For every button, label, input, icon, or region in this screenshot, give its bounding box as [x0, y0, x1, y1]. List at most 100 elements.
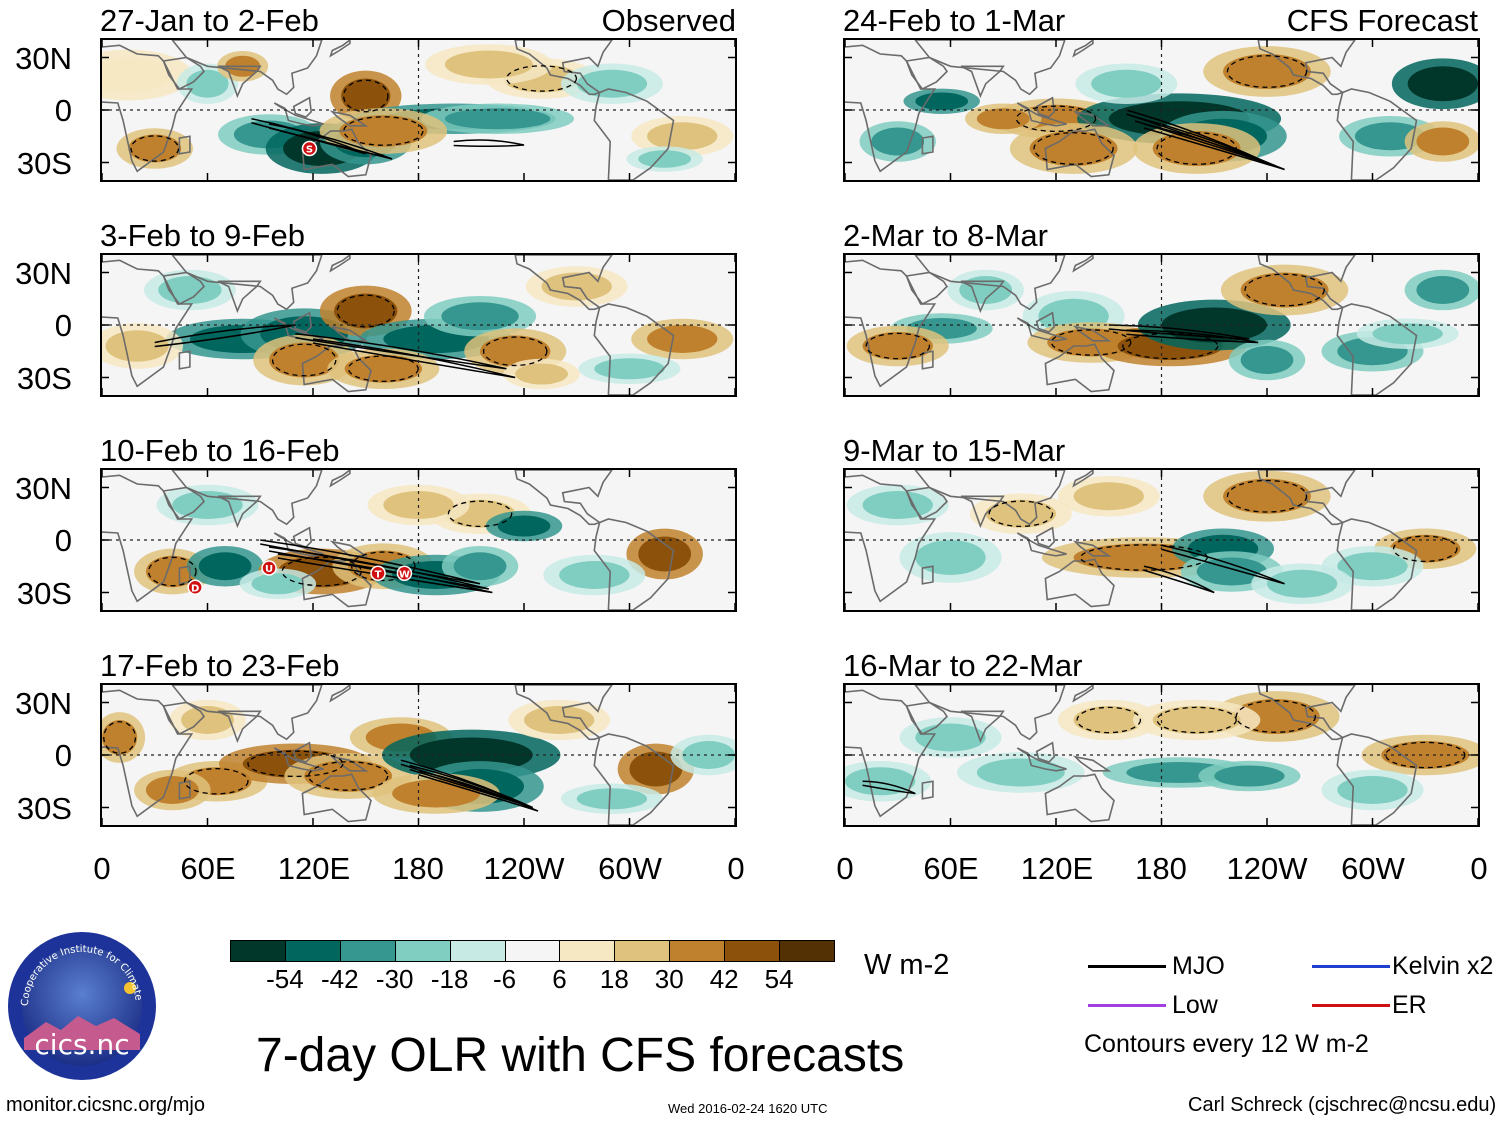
- coastline: [1336, 518, 1418, 610]
- coastline: [217, 710, 262, 744]
- colorbar-cell: [449, 940, 506, 962]
- olr-anomaly-blob: [647, 325, 718, 353]
- olr-anomaly-blob: [1152, 131, 1241, 166]
- panel-title-right-0: 24-Feb to 1-Mar: [843, 3, 1066, 38]
- coastline: [1035, 741, 1056, 763]
- olr-anomaly-blob: [915, 540, 986, 575]
- olr-anomaly-blob: [985, 499, 1056, 528]
- colorbar-cell: [614, 940, 671, 962]
- mjo-contour: [1126, 329, 1259, 344]
- coastline: [301, 343, 372, 393]
- mjo-contour-dashed: [147, 556, 197, 587]
- coastline: [1044, 128, 1115, 178]
- olr-anomaly-blob: [1223, 54, 1311, 89]
- olr-anomaly-blob: [102, 720, 138, 755]
- olr-anomaly-blob: [576, 69, 648, 98]
- storm-marker-letter: S: [306, 145, 313, 156]
- olr-anomaly-blob: [158, 276, 222, 304]
- ytick-0: 0: [54, 738, 72, 773]
- coastline: [171, 685, 323, 741]
- colorbar-cell: [669, 940, 726, 962]
- olr-map-forecast-3: [843, 468, 1480, 612]
- ytick-0: 0: [54, 308, 72, 343]
- coastline: [1336, 88, 1418, 180]
- main-title: 7-day OLR with CFS forecasts: [256, 1029, 905, 1082]
- coastline: [1044, 773, 1115, 823]
- panel-title-right-2: 9-Mar to 15-Mar: [843, 433, 1066, 468]
- olr-anomaly-blob: [862, 332, 933, 360]
- coastline: [960, 65, 1005, 99]
- panel-title-left-0: 27-Jan to 2-Feb: [100, 3, 319, 38]
- olr-anomaly-blob: [172, 491, 243, 519]
- panel-title-left-2: 10-Feb to 16-Feb: [100, 433, 340, 468]
- olr-anomaly-blob: [344, 354, 423, 383]
- mjo-contour-dashed: [1235, 700, 1317, 733]
- coastline: [329, 325, 369, 342]
- mjo-contour-dashed: [1244, 273, 1325, 307]
- coastline: [102, 44, 194, 173]
- olr-anomaly-blob: [251, 573, 305, 595]
- coastline: [329, 470, 351, 488]
- colorbar-cell: [230, 940, 286, 962]
- olr-map-observed-4: [100, 683, 737, 827]
- ytick-30s: 30S: [16, 361, 72, 396]
- coastline: [1336, 303, 1418, 395]
- olr-map-forecast-1: [843, 38, 1480, 182]
- olr-anomaly-blob: [682, 741, 735, 769]
- coastline: [292, 96, 313, 118]
- panel-title-left-3: 17-Feb to 23-Feb: [100, 648, 340, 683]
- coastline: [914, 40, 1066, 96]
- olr-anomaly-blob: [629, 751, 683, 787]
- olr-anomaly-blob: [334, 293, 398, 329]
- coastline: [1336, 733, 1418, 825]
- coastline: [845, 44, 937, 173]
- coastline: [171, 255, 323, 311]
- coastline: [1072, 255, 1094, 273]
- mjo-contour-dashed: [1226, 55, 1308, 88]
- coastline: [593, 733, 675, 825]
- coastline: [1072, 540, 1112, 557]
- storm-marker: U: [261, 560, 277, 576]
- coastline: [217, 495, 262, 529]
- coastline: [178, 135, 191, 155]
- mjo-contour: [1108, 324, 1250, 340]
- coastline: [914, 470, 1066, 526]
- storm-marker: S: [301, 140, 318, 157]
- mjo-contour-dashed: [506, 65, 578, 92]
- ytick-0: 0: [54, 523, 72, 558]
- legend-low-line: [1088, 1004, 1166, 1007]
- xtick-120w: 120W: [1226, 851, 1308, 886]
- coastline: [960, 280, 1005, 314]
- coastline: [1044, 558, 1115, 608]
- olr-anomaly-blob: [186, 69, 229, 98]
- panel-title-right-3: 16-Mar to 22-Mar: [843, 648, 1083, 683]
- storm-marker-letter: D: [191, 583, 199, 594]
- olr-anomaly-blob: [145, 776, 199, 804]
- colorbar-tick-label: 6: [552, 964, 567, 994]
- olr-anomaly-blob: [1152, 706, 1241, 734]
- olr-anomaly-blob: [1337, 776, 1408, 804]
- colorbar-cell: [394, 940, 451, 962]
- olr-anomaly-blob: [1240, 346, 1294, 374]
- mjo-contour: [862, 780, 916, 795]
- colorbar-cell: [724, 940, 781, 962]
- coastline: [1072, 40, 1094, 58]
- olr-anomaly-blob: [976, 758, 1065, 787]
- coastline: [1035, 526, 1056, 548]
- coastline: [329, 255, 351, 273]
- mjo-contour-dashed: [447, 500, 513, 528]
- coastline: [1035, 96, 1056, 118]
- colorbar-tick-label: -6: [492, 964, 517, 994]
- coastline: [845, 689, 937, 818]
- mjo-contour-dashed: [1122, 332, 1219, 360]
- mjo-contour-dashed: [1392, 535, 1458, 563]
- mjo-contour-dashed: [281, 556, 363, 587]
- footer-url[interactable]: monitor.cicsnc.org/mjo: [6, 1094, 205, 1116]
- xtick-120w: 120W: [483, 851, 565, 886]
- coastline: [329, 685, 351, 703]
- colorbar: [230, 940, 835, 962]
- footer-credit: Carl Schreck (cjschrec@ncsu.edu): [1188, 1094, 1497, 1116]
- coastline: [329, 110, 369, 127]
- olr-anomaly-blob: [1029, 131, 1118, 166]
- panel-label-cfs-forecast: CFS Forecast: [1286, 3, 1478, 38]
